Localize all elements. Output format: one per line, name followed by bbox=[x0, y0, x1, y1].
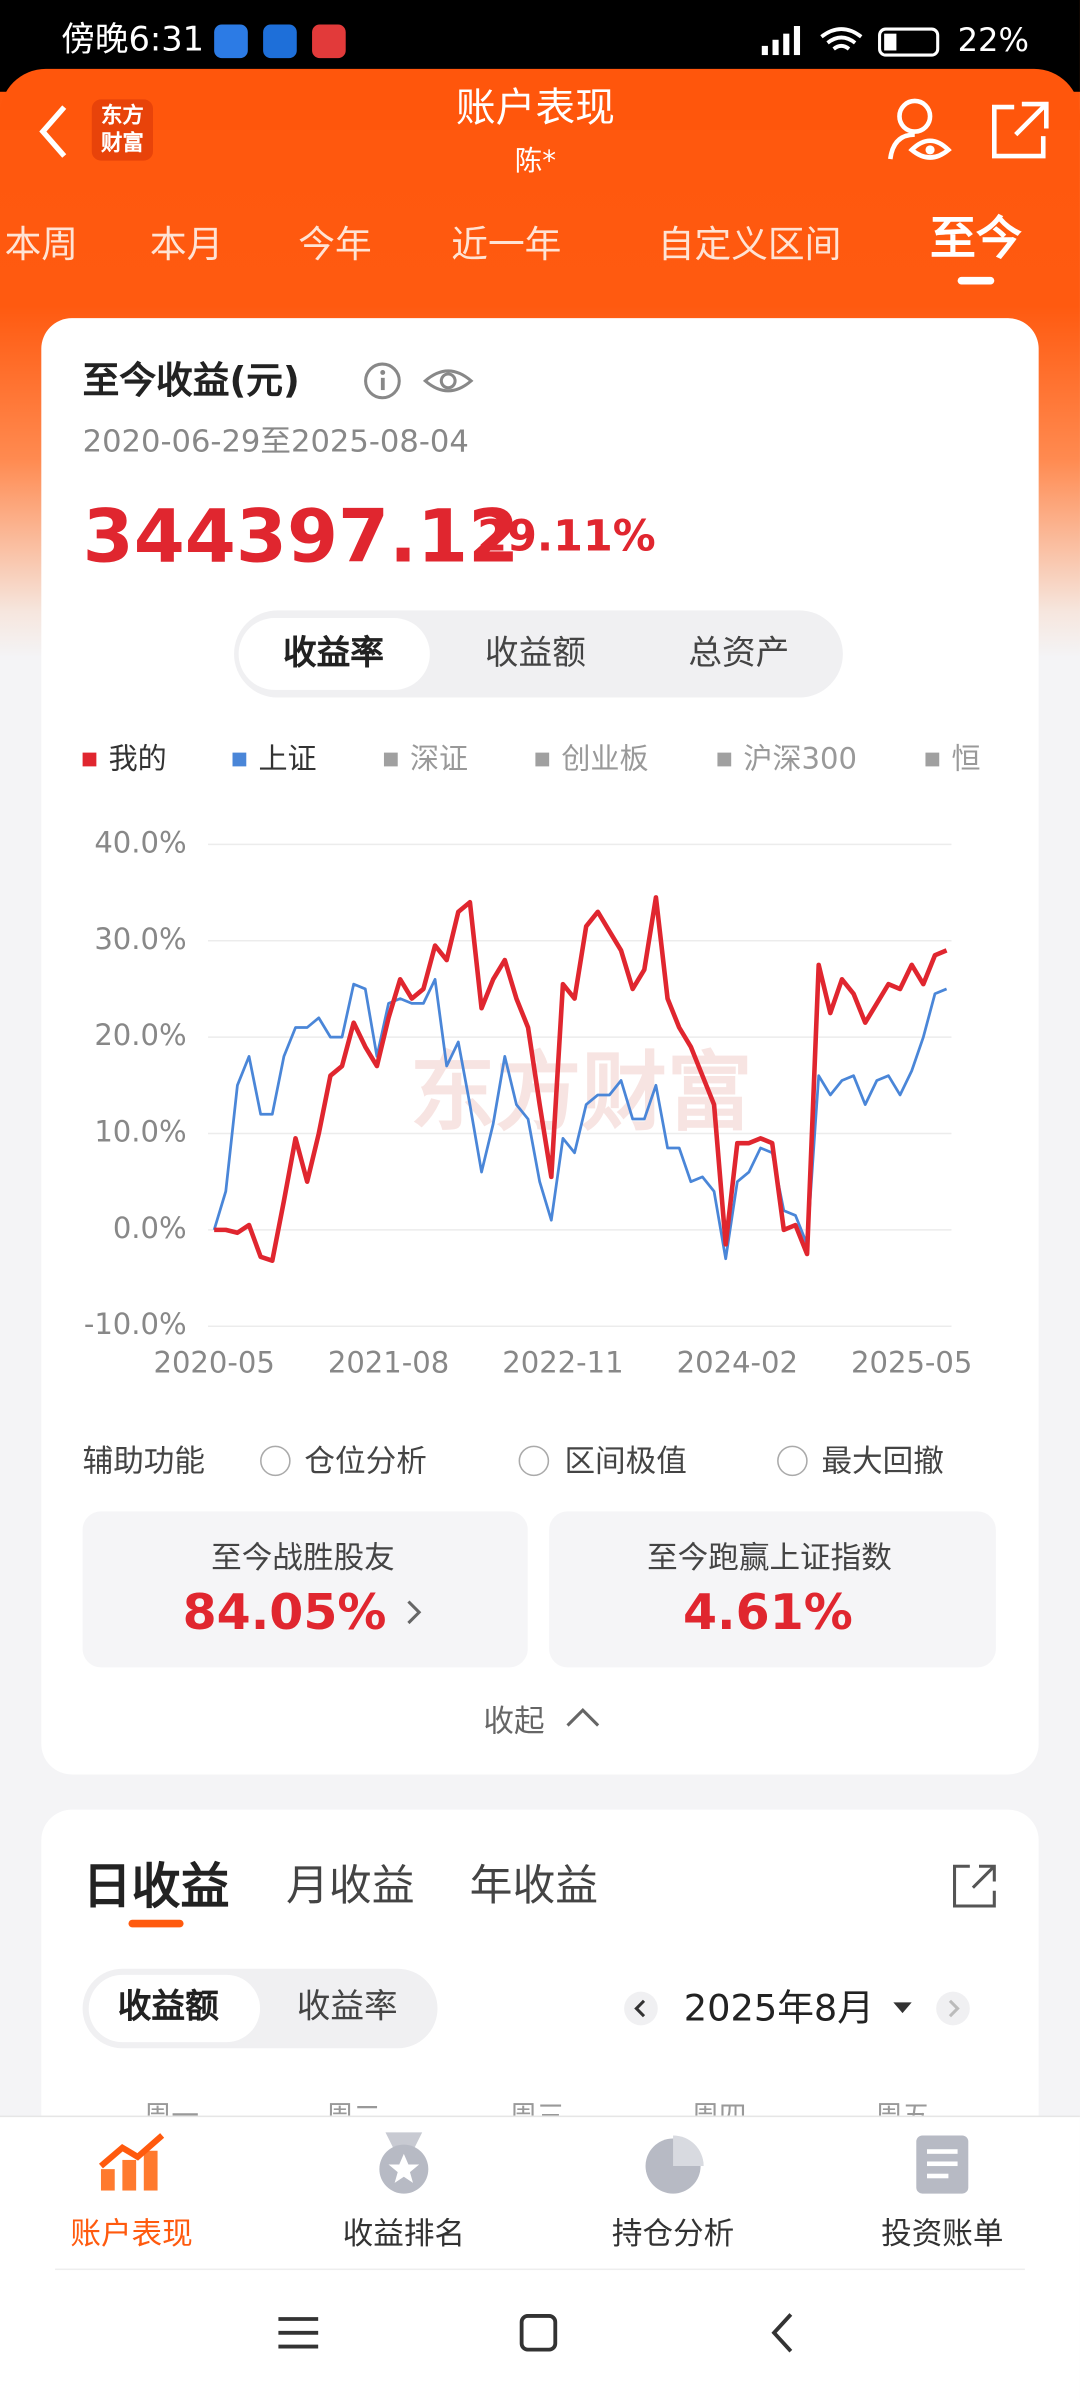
tab[interactable]: 本周 bbox=[4, 223, 79, 267]
info-icons[interactable] bbox=[361, 358, 483, 404]
collapse[interactable]: 收起 bbox=[483, 1702, 545, 1740]
segment[interactable]: 收益率 bbox=[282, 634, 384, 674]
stat-value: 84.05% bbox=[182, 1583, 387, 1642]
tab[interactable]: 今年 bbox=[298, 223, 372, 267]
segment-active bbox=[238, 617, 430, 690]
logo bbox=[91, 99, 153, 161]
tab[interactable]: 近一年 bbox=[451, 223, 562, 267]
dropdown[interactable] bbox=[890, 1998, 914, 2016]
assist-option[interactable]: 区间极值 bbox=[564, 1442, 687, 1480]
tab-indicator bbox=[957, 276, 995, 285]
stat-box[interactable] bbox=[82, 1511, 528, 1668]
month[interactable]: 2025年8月 bbox=[683, 1987, 875, 2030]
header-title: 账户表现 bbox=[455, 85, 615, 132]
legend: 我的 上证 深证 创业板 沪深300 恒 bbox=[82, 741, 981, 775]
legend-swatch bbox=[383, 752, 398, 767]
y-tick-label: 10.0% bbox=[94, 1115, 186, 1149]
y-tick-label: -10.0% bbox=[84, 1307, 187, 1341]
tab-indicator bbox=[128, 1919, 184, 1928]
share-icon[interactable] bbox=[948, 1860, 1000, 1912]
status-icon bbox=[214, 24, 248, 59]
line-series bbox=[212, 977, 948, 1261]
x-tick-label: 2021-08 bbox=[328, 1345, 449, 1379]
chevron-up[interactable] bbox=[563, 1704, 603, 1732]
toggle-option[interactable]: 收益额 bbox=[117, 1988, 219, 2027]
legend-swatch bbox=[535, 752, 550, 767]
bottom-nav bbox=[0, 2115, 1080, 2400]
amount: 344397.12 bbox=[82, 494, 520, 580]
tab[interactable]: 本月 bbox=[149, 223, 224, 267]
nav-item[interactable]: 账户表现 bbox=[70, 2215, 193, 2252]
toggle-active bbox=[88, 1974, 261, 2043]
toggle-option[interactable]: 收益率 bbox=[296, 1988, 398, 2027]
income-tab[interactable]: 月收益 bbox=[286, 1860, 415, 1911]
y-tick-label: 40.0% bbox=[94, 825, 186, 859]
divider bbox=[55, 2268, 1025, 2271]
x-tick-label: 2020-05 bbox=[153, 1345, 274, 1379]
period: 2020-06-29至2025-08-04 bbox=[82, 422, 469, 459]
nav-item[interactable]: 持仓分析 bbox=[611, 2215, 735, 2252]
legend-swatch bbox=[232, 752, 247, 767]
status-icons bbox=[761, 26, 940, 57]
nav-item[interactable]: 收益排名 bbox=[342, 2215, 466, 2252]
next-month[interactable] bbox=[933, 1989, 973, 2029]
stat-value: 4.61% bbox=[682, 1583, 853, 1642]
assist-option[interactable]: 仓位分析 bbox=[304, 1442, 427, 1480]
radio[interactable] bbox=[777, 1445, 808, 1477]
legend-label: 上证 bbox=[259, 741, 317, 775]
x-tick-label: 2024-02 bbox=[677, 1345, 798, 1379]
stat-label: 至今跑赢上证指数 bbox=[647, 1538, 892, 1576]
legend-swatch bbox=[82, 752, 97, 767]
y-tick-label: 30.0% bbox=[94, 922, 186, 956]
legend-label: 沪深300 bbox=[743, 741, 857, 775]
system-nav[interactable] bbox=[0, 2295, 1080, 2371]
back-button[interactable] bbox=[34, 101, 80, 162]
x-tick-label: 2025-05 bbox=[851, 1345, 972, 1379]
tab[interactable]: 至今 bbox=[930, 212, 1022, 267]
radio[interactable] bbox=[518, 1445, 550, 1477]
status-time: 傍晚6:31 bbox=[61, 21, 205, 60]
legend-label: 创业板 bbox=[561, 741, 648, 775]
chevron bbox=[407, 1600, 422, 1625]
header-icons[interactable] bbox=[884, 95, 1052, 165]
income-tab[interactable]: 日收益 bbox=[82, 1857, 230, 1916]
battery: 22% bbox=[957, 22, 1030, 59]
status-icon bbox=[312, 24, 346, 59]
segment[interactable]: 收益额 bbox=[484, 634, 586, 674]
assist-option[interactable]: 最大回撤 bbox=[821, 1442, 944, 1480]
rate: 29.11% bbox=[477, 510, 656, 562]
prev-month[interactable] bbox=[621, 1989, 661, 2029]
segment[interactable]: 总资产 bbox=[688, 634, 790, 674]
legend-swatch bbox=[925, 752, 940, 767]
stat-label: 至今战胜股友 bbox=[211, 1538, 395, 1576]
line-series bbox=[214, 895, 948, 1264]
radio[interactable] bbox=[260, 1445, 291, 1477]
y-tick-label: 0.0% bbox=[113, 1211, 187, 1245]
logo-text: 财富 bbox=[100, 131, 144, 157]
nav-icons bbox=[98, 2132, 969, 2194]
x-tick-label: 2022-11 bbox=[502, 1345, 623, 1379]
tab[interactable]: 自定义区间 bbox=[657, 223, 842, 267]
summary-title: 至今收益(元) bbox=[82, 359, 300, 403]
nav-item[interactable]: 投资账单 bbox=[881, 2215, 1004, 2252]
legend-label: 恒 bbox=[951, 741, 980, 775]
status-icon bbox=[263, 24, 297, 59]
stat-box bbox=[549, 1511, 996, 1668]
income-tab[interactable]: 年收益 bbox=[469, 1860, 599, 1911]
legend-label: 我的 bbox=[109, 741, 167, 775]
y-tick-label: 20.0% bbox=[94, 1018, 186, 1052]
header-subtitle: 陈* bbox=[514, 145, 557, 178]
logo-text: 东方 bbox=[100, 104, 144, 129]
chart: 东方财富-10.0%0.0%10.0%20.0%30.0%40.0%2020-0… bbox=[82, 741, 981, 1379]
assist-label: 辅助功能 bbox=[82, 1442, 205, 1480]
legend-label: 深证 bbox=[410, 741, 468, 775]
legend-swatch bbox=[717, 752, 732, 767]
